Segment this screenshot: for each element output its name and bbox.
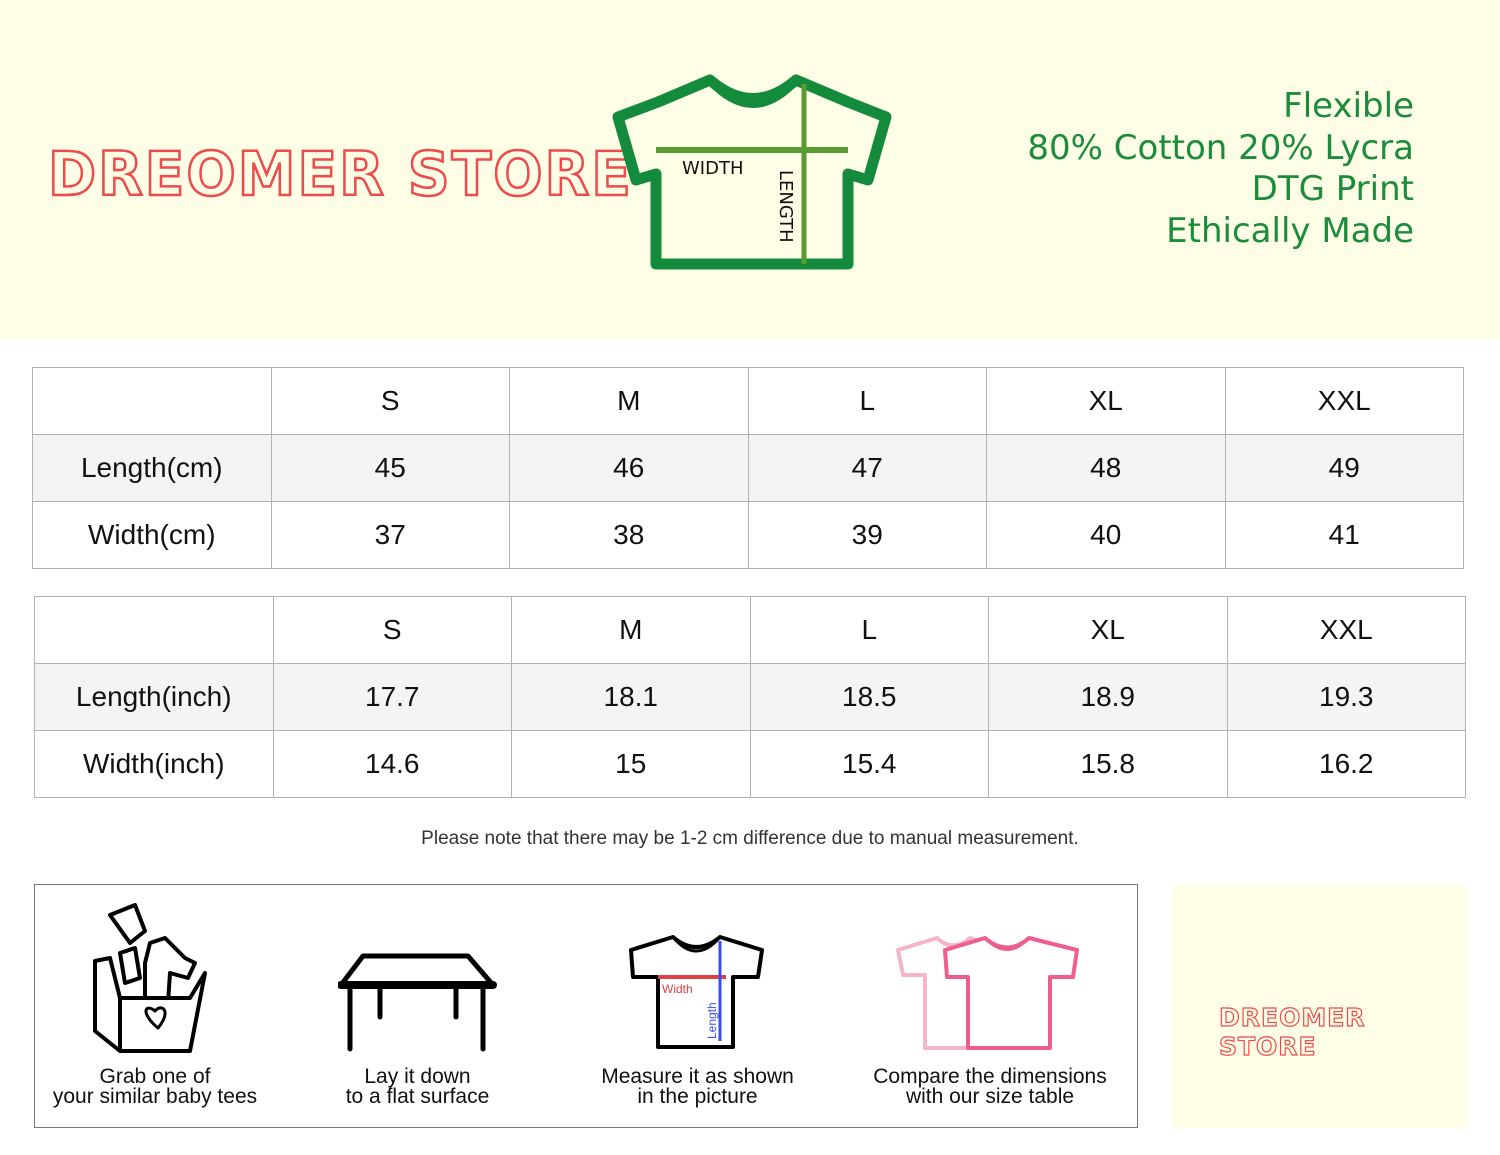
header-cell: XXL	[1226, 596, 1466, 664]
step-caption: Lay it down to a flat surface	[345, 1065, 490, 1108]
cell: 15.8	[988, 730, 1228, 798]
header-cell: L	[749, 596, 989, 664]
step-grab: Grab one of your similar baby tees	[35, 885, 275, 1129]
cell: 45	[270, 434, 510, 502]
table-header-row: S M L XL XXL	[32, 367, 1464, 435]
measurement-note: Please note that there may be 1-2 cm dif…	[421, 828, 1079, 849]
box-of-clothes-icon	[93, 903, 207, 1053]
table-icon	[337, 953, 497, 1052]
step-caption: Grab one of your similar baby tees	[52, 1065, 258, 1108]
cell: 41	[1224, 501, 1464, 569]
cell: 37	[270, 501, 510, 569]
table-row: Width(inch) 14.6 15 15.4 15.8 16.2	[34, 730, 1466, 798]
header-cell: L	[747, 367, 987, 435]
row-label: Length(cm)	[32, 434, 272, 502]
features-list: Flexible 80% Cotton 20% Lycra DTG Print …	[1027, 86, 1414, 252]
cell: 14.6	[272, 730, 512, 798]
cell: 16.2	[1226, 730, 1466, 798]
row-label: Length(inch)	[34, 663, 274, 731]
cell: 15	[511, 730, 751, 798]
brand-logo: DREOMER STORE	[47, 137, 633, 211]
feature-item: DTG Print	[1251, 169, 1414, 209]
step-caption: Compare the dimensions with our size tabl…	[873, 1065, 1107, 1108]
length-label: Length	[705, 1002, 719, 1039]
brand-card: DREOMER STORE	[1172, 885, 1467, 1128]
cell: 48	[986, 434, 1226, 502]
cell: 47	[747, 434, 987, 502]
cell: 18.9	[988, 663, 1228, 731]
cell: 19.3	[1226, 663, 1466, 731]
brand-logo-small: DREOMER STORE	[1218, 1002, 1366, 1061]
table-row: Length(inch) 17.7 18.1 18.5 18.9 19.3	[34, 663, 1466, 731]
step-lay: Lay it down to a flat surface	[295, 885, 540, 1129]
header-cell	[34, 596, 274, 664]
size-table-cm: S M L XL XXL Length(cm) 45 46 47 48 49 W…	[32, 367, 1464, 569]
length-label: LENGTH	[775, 170, 796, 243]
measuring-steps: Grab one of your similar baby tees Lay it…	[34, 884, 1138, 1128]
measured-shirt-icon: Width Length	[628, 935, 764, 1049]
table-row: Width(cm) 37 38 39 40 41	[32, 501, 1464, 569]
table-row: Length(cm) 45 46 47 48 49	[32, 434, 1464, 502]
cell: 17.7	[272, 663, 512, 731]
cell: 49	[1224, 434, 1464, 502]
header-cell: M	[509, 367, 749, 435]
cell: 46	[509, 434, 749, 502]
header-cell: M	[511, 596, 751, 664]
feature-item: Flexible	[1283, 86, 1414, 126]
width-label: Width	[662, 982, 693, 996]
row-label: Width(inch)	[34, 730, 274, 798]
step-compare: Compare the dimensions with our size tabl…	[855, 885, 1125, 1129]
cell: 18.1	[511, 663, 751, 731]
feature-item: 80% Cotton 20% Lycra	[1027, 127, 1414, 168]
cell: 40	[986, 501, 1226, 569]
cell: 15.4	[749, 730, 989, 798]
cell: 39	[747, 501, 987, 569]
step-measure: Width Length Measure it as shown in the p…	[575, 885, 820, 1129]
cell: 38	[509, 501, 749, 569]
header-cell: S	[270, 367, 510, 435]
compare-shirts-icon	[896, 936, 1079, 1050]
size-table-inch: S M L XL XXL Length(inch) 17.7 18.1 18.5…	[34, 596, 1466, 798]
feature-item: Ethically Made	[1166, 210, 1414, 251]
header-cell: XL	[988, 596, 1228, 664]
header-cell: S	[272, 596, 512, 664]
header-cell: XL	[986, 367, 1226, 435]
table-header-row: S M L XL XXL	[34, 596, 1466, 664]
tshirt-diagram-icon: WIDTH LENGTH	[612, 74, 892, 270]
width-label: WIDTH	[682, 158, 744, 179]
header-banner: DREOMER STORE WIDTH LENGTH Flexible 80% …	[0, 0, 1500, 340]
row-label: Width(cm)	[32, 501, 272, 569]
header-cell	[32, 367, 272, 435]
cell: 18.5	[749, 663, 989, 731]
header-cell: XXL	[1224, 367, 1464, 435]
step-caption: Measure it as shown in the picture	[601, 1065, 794, 1108]
